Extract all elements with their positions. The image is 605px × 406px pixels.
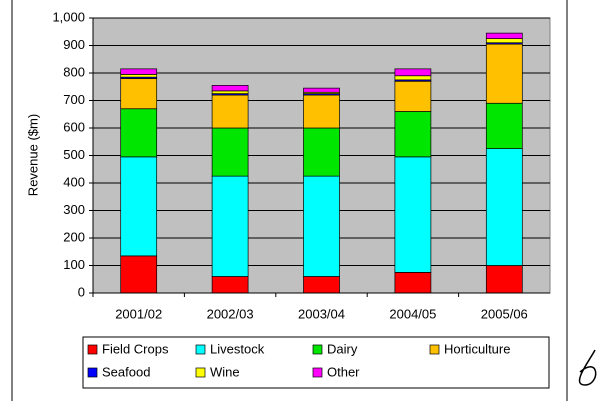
bar-segment: [120, 68, 158, 75]
y-tick-label: 900: [63, 37, 85, 52]
x-tick-label: 2004/05: [389, 306, 436, 321]
legend-swatch: [87, 367, 98, 378]
bar-segment: [120, 255, 158, 294]
bar-segment: [303, 87, 340, 93]
bar-segment: [303, 175, 340, 277]
y-tick-label: 0: [78, 284, 85, 299]
bar-segment: [485, 265, 523, 294]
y-tick-label: 300: [63, 202, 85, 217]
legend-swatch: [195, 344, 206, 355]
legend-swatch: [312, 367, 323, 378]
bar-segment: [394, 68, 432, 77]
x-tick-label: 2005/06: [481, 306, 528, 321]
bar-segment: [394, 80, 432, 112]
legend-label: Field Crops: [102, 341, 169, 356]
x-tick-label: 2001/02: [115, 306, 162, 321]
bar-segment: [394, 272, 432, 294]
bar-segment: [485, 102, 523, 149]
bar-segment: [394, 156, 432, 273]
bar-segment: [485, 32, 523, 39]
bar-segment: [303, 276, 340, 294]
y-tick-label: 500: [63, 147, 85, 162]
bar-segment: [211, 127, 249, 177]
y-tick-label: 400: [63, 174, 85, 189]
legend-label: Wine: [210, 364, 240, 379]
legend-label: Horticulture: [444, 341, 510, 356]
x-tick-label: 2002/03: [207, 306, 254, 321]
bar-segment: [394, 75, 432, 81]
bar-segment: [120, 156, 158, 257]
bar-segment: [211, 175, 249, 277]
legend: [82, 336, 550, 389]
icon: [578, 349, 597, 386]
bar-segment: [120, 108, 158, 158]
bar-segment: [485, 43, 523, 104]
bar-segment: [211, 85, 249, 92]
y-tick-label: 1,000: [52, 9, 85, 24]
legend-swatch: [87, 344, 98, 355]
bar-segment: [120, 74, 158, 78]
bar-segment: [485, 148, 523, 266]
bar-segment: [211, 276, 249, 294]
legend-label: Other: [327, 364, 360, 379]
legend-label: Livestock: [210, 341, 265, 356]
y-tick-label: 700: [63, 92, 85, 107]
bar-segment: [303, 127, 340, 177]
bar-segment: [394, 111, 432, 158]
bar-segment: [485, 38, 523, 44]
legend-swatch: [312, 344, 323, 355]
y-axis-label: Revenue ($m): [25, 114, 40, 196]
bar-segment: [120, 78, 158, 110]
y-tick-label: 800: [63, 64, 85, 79]
bar-segment: [211, 90, 249, 94]
bar-segment: [211, 94, 249, 129]
legend-label: Dairy: [327, 341, 358, 356]
y-tick-label: 100: [63, 257, 85, 272]
legend-swatch: [195, 367, 206, 378]
legend-swatch: [429, 344, 440, 355]
legend-label: Seafood: [102, 364, 150, 379]
y-tick-label: 600: [63, 119, 85, 134]
x-tick-label: 2003/04: [298, 306, 345, 321]
bar-segment: [303, 94, 340, 129]
y-tick-label: 200: [63, 229, 85, 244]
